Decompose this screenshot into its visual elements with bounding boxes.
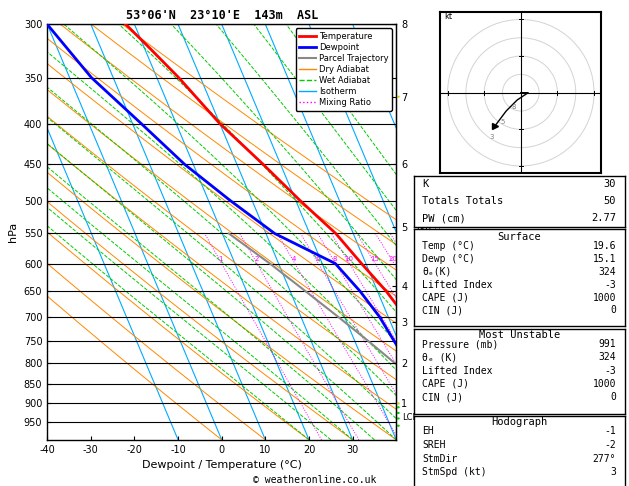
Text: SREH: SREH — [422, 440, 446, 450]
Y-axis label: hPa: hPa — [8, 222, 18, 242]
Text: Pressure (mb): Pressure (mb) — [422, 339, 499, 349]
Text: 991: 991 — [599, 339, 616, 349]
Text: 8: 8 — [511, 104, 516, 110]
Text: 20: 20 — [389, 257, 398, 262]
Text: -1: -1 — [604, 426, 616, 436]
Text: StmSpd (kt): StmSpd (kt) — [422, 468, 487, 477]
Text: θₑ (K): θₑ (K) — [422, 352, 457, 363]
Text: Temp (°C): Temp (°C) — [422, 241, 475, 251]
X-axis label: Dewpoint / Temperature (°C): Dewpoint / Temperature (°C) — [142, 460, 302, 470]
Text: 15.1: 15.1 — [593, 254, 616, 263]
Text: CIN (J): CIN (J) — [422, 306, 464, 315]
Text: 4: 4 — [292, 257, 296, 262]
Text: 1000: 1000 — [593, 379, 616, 389]
Text: θₑ(K): θₑ(K) — [422, 267, 452, 277]
Text: 50: 50 — [604, 196, 616, 206]
Text: -3: -3 — [604, 279, 616, 290]
Text: CAPE (J): CAPE (J) — [422, 379, 469, 389]
Text: 277°: 277° — [593, 453, 616, 464]
Text: -2: -2 — [604, 440, 616, 450]
Text: 5: 5 — [500, 119, 504, 125]
Text: CAPE (J): CAPE (J) — [422, 293, 469, 302]
Text: 10: 10 — [344, 257, 353, 262]
Text: 19.6: 19.6 — [593, 241, 616, 251]
Text: 15: 15 — [370, 257, 379, 262]
Text: Lifted Index: Lifted Index — [422, 365, 493, 376]
Text: © weatheronline.co.uk: © weatheronline.co.uk — [253, 474, 376, 485]
Text: StmDir: StmDir — [422, 453, 457, 464]
Text: 0: 0 — [610, 306, 616, 315]
Text: 324: 324 — [599, 352, 616, 363]
Text: 1: 1 — [219, 257, 223, 262]
Text: PW (cm): PW (cm) — [422, 213, 466, 223]
Text: CIN (J): CIN (J) — [422, 392, 464, 402]
Text: Surface: Surface — [498, 232, 541, 242]
Text: -3: -3 — [604, 365, 616, 376]
Text: 30: 30 — [604, 179, 616, 189]
Text: 8: 8 — [333, 257, 337, 262]
Text: 324: 324 — [599, 267, 616, 277]
Text: Totals Totals: Totals Totals — [422, 196, 504, 206]
Text: 6: 6 — [315, 257, 320, 262]
Text: 2.77: 2.77 — [591, 213, 616, 223]
Text: 2: 2 — [254, 257, 259, 262]
Text: Lifted Index: Lifted Index — [422, 279, 493, 290]
Legend: Temperature, Dewpoint, Parcel Trajectory, Dry Adiabat, Wet Adiabat, Isotherm, Mi: Temperature, Dewpoint, Parcel Trajectory… — [296, 29, 392, 111]
Y-axis label: km
ASL: km ASL — [415, 221, 433, 243]
Text: Dewp (°C): Dewp (°C) — [422, 254, 475, 263]
Text: Hodograph: Hodograph — [491, 417, 547, 427]
Text: LCL: LCL — [402, 413, 417, 422]
Text: Mixing Ratio (g/kg): Mixing Ratio (g/kg) — [433, 189, 443, 275]
Text: Most Unstable: Most Unstable — [479, 330, 560, 340]
Text: EH: EH — [422, 426, 434, 436]
Title: 53°06'N  23°10'E  143m  ASL: 53°06'N 23°10'E 143m ASL — [126, 9, 318, 22]
Text: 3: 3 — [610, 468, 616, 477]
Text: 0: 0 — [610, 392, 616, 402]
Text: 1000: 1000 — [593, 293, 616, 302]
Text: kt: kt — [444, 13, 452, 21]
Text: 3: 3 — [489, 134, 494, 139]
Text: K: K — [422, 179, 428, 189]
